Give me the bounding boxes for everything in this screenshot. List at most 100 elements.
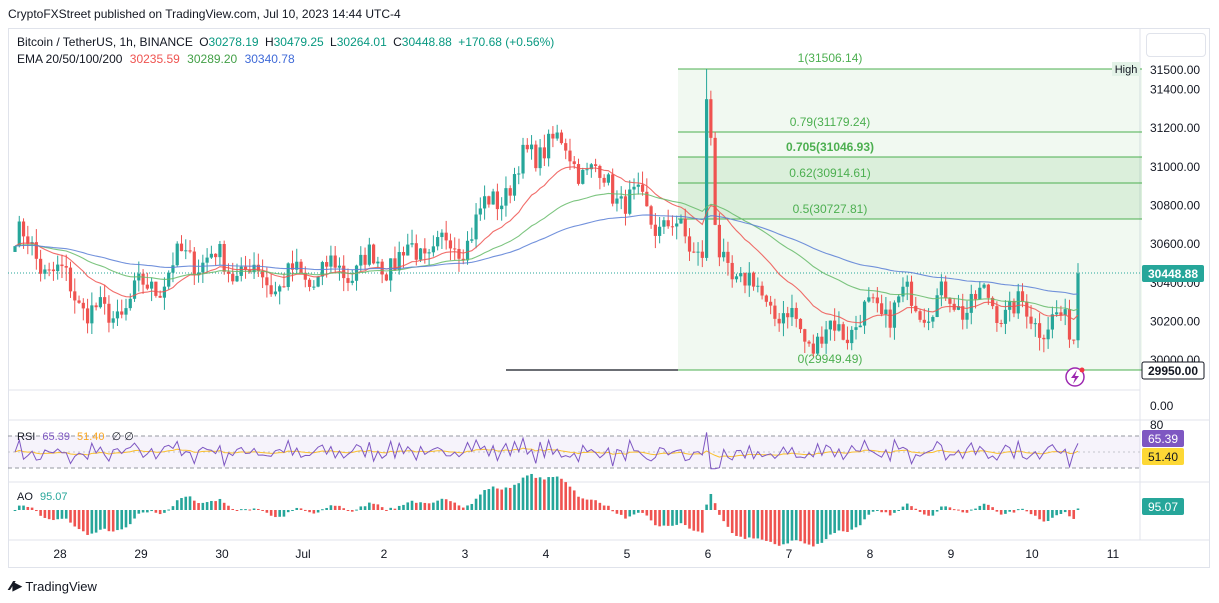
ao-bar [1034, 510, 1037, 516]
candle-body [542, 147, 546, 159]
last-price-tag-bg [1142, 265, 1204, 282]
candle-body [316, 276, 320, 287]
ao-bar [824, 510, 828, 540]
candle-body [914, 305, 918, 312]
ao-bar [333, 505, 337, 510]
ao-bar [239, 509, 243, 511]
candle-body [700, 251, 704, 258]
time-tick-label: 30 [215, 547, 229, 561]
candle-body [329, 255, 333, 267]
candle-body [679, 218, 683, 224]
candle-body [811, 343, 815, 354]
ao-bar [94, 510, 98, 533]
ao-bar [619, 510, 623, 515]
chart-control-box[interactable] [1146, 33, 1206, 57]
ao-bar [521, 477, 525, 510]
ao-bar [338, 505, 341, 510]
candle-body [1020, 291, 1025, 302]
time-tick-label: 3 [462, 547, 469, 561]
ao-value-tag: 95.07 [1148, 500, 1178, 514]
ao-bar [303, 509, 307, 511]
rsi-ma-value: 51.40 [77, 431, 105, 443]
candle-body [939, 281, 943, 296]
candle-body [171, 265, 175, 273]
candle-body [589, 164, 593, 170]
candle-body [337, 265, 342, 268]
ao-name[interactable]: AO [17, 491, 33, 503]
ao-bar [978, 505, 982, 510]
rsi-name[interactable]: RSI [17, 431, 36, 443]
rsi-line [14, 432, 1079, 470]
tradingview-brand[interactable]: ⁄⁄▶ TradingView [10, 578, 97, 594]
ao-bar [406, 502, 410, 510]
fib-label-062: 0.62(30914.61) [789, 166, 870, 180]
candle-body [90, 305, 94, 324]
price-axis[interactable]: 30000.0030200.0030400.0030600.0030800.00… [1150, 63, 1200, 367]
candle-body [884, 309, 888, 315]
ao-bar [252, 508, 256, 510]
ao-bar [436, 500, 439, 510]
ao-bar [308, 510, 311, 513]
candle-body [209, 253, 213, 258]
price-tick-label: 31500.00 [1150, 63, 1200, 77]
candle-body [640, 184, 645, 192]
ema-label[interactable]: EMA 20/50/100/200 [17, 52, 123, 66]
candle-body [243, 266, 248, 270]
ao-bar [688, 510, 691, 529]
candle-body [973, 293, 978, 300]
ao-bar [769, 510, 772, 542]
ao-bar [991, 507, 994, 510]
candle-body [926, 321, 931, 323]
candle-body [94, 305, 98, 308]
candle-body [1059, 312, 1063, 315]
ao-bar [479, 494, 482, 510]
candle-body [43, 269, 47, 274]
ao-bar [935, 510, 939, 512]
candle-body [179, 243, 184, 252]
candle-body [521, 144, 525, 174]
candle-body [807, 341, 811, 344]
candle-body [551, 133, 555, 139]
ao-bar [350, 510, 354, 512]
candle-body [611, 174, 615, 204]
candle-body [1055, 312, 1059, 315]
ao-bar [184, 496, 188, 510]
ao-bar [167, 509, 170, 511]
candle-body [312, 286, 316, 288]
candle-body [77, 300, 81, 303]
fib-retracement[interactable]: 1(31506.14) 0.79(31179.24) 0.705(31046.9… [678, 51, 1142, 371]
ao-bar [39, 510, 42, 516]
ao-bar [551, 477, 555, 510]
candle-body [931, 316, 935, 322]
candle-body [231, 273, 235, 282]
rsi-value: 65.39 [42, 431, 70, 443]
ao-bar [752, 510, 755, 539]
ao-bar [679, 510, 683, 524]
ao-bar [598, 502, 602, 510]
candle-body [410, 243, 414, 245]
ao-bar [995, 510, 999, 512]
price-tick-label: 30600.00 [1150, 237, 1200, 251]
ao-bar [1055, 510, 1058, 516]
symbol-name[interactable]: Bitcoin / TetherUS, 1h, BINANCE [17, 35, 193, 49]
ao-bar [560, 478, 563, 510]
ao-bar [453, 502, 457, 510]
ao-bar [1068, 510, 1071, 517]
ao-bar [359, 506, 363, 510]
candle-body [751, 272, 756, 287]
time-axis[interactable]: 28 29 30 Jul 2 3 4 5 6 7 8 9 10 11 [53, 547, 1119, 561]
candle-body [418, 248, 423, 260]
candle-body [666, 220, 670, 227]
candle-body [692, 251, 696, 253]
ao-bar [321, 509, 324, 511]
ao-bar [572, 490, 576, 510]
candle-body [786, 313, 790, 318]
ao-bar [513, 484, 516, 510]
alert-lightning-icon[interactable] [1065, 367, 1085, 387]
candle-body [662, 220, 666, 227]
ao-bar [722, 510, 725, 522]
ao-bar [701, 510, 704, 533]
candle-body [760, 285, 764, 296]
ao-bar [794, 510, 798, 541]
